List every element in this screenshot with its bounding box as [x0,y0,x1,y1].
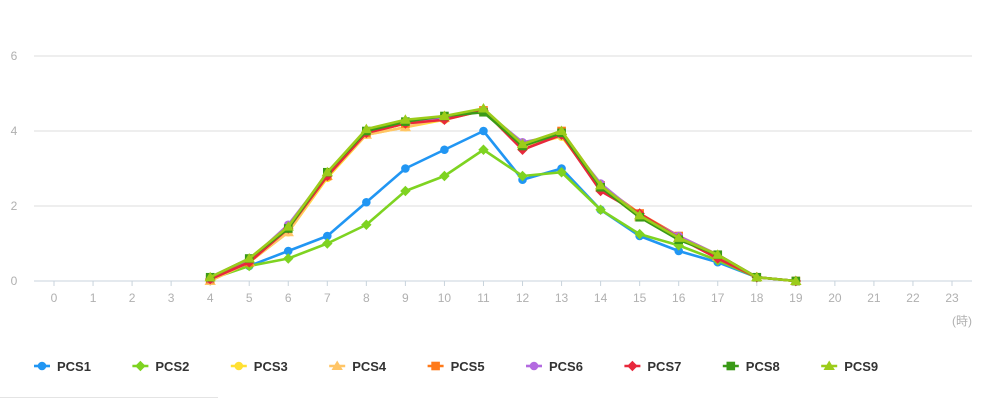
data-point [712,249,724,259]
data-point [400,185,411,197]
data-point [478,144,489,155]
series-line [208,107,798,283]
legend-marker [37,361,47,371]
legend-label: PCS6 [549,359,583,374]
data-point [321,166,333,177]
data-point [438,110,451,120]
x-tick-label: 16 [672,291,686,305]
x-axis-unit: (時) [952,314,972,328]
data-point [517,170,528,182]
legend-item-pcs7[interactable]: PCS7 [624,359,681,374]
legend-label: PCS1 [57,359,91,374]
legend-marker [529,361,539,371]
series-group [204,103,802,287]
x-tick-label: 13 [555,291,569,305]
legend-item-pcs6[interactable]: PCS6 [526,359,583,374]
data-point [595,204,606,215]
data-point [516,138,529,149]
data-point [283,253,294,264]
x-tick-label: 10 [438,291,452,305]
legend-marker [431,361,440,371]
x-tick-label: 9 [402,291,409,305]
y-tick-label: 6 [11,49,18,63]
data-point [361,219,372,230]
data-point [556,167,567,178]
legend-marker [234,361,244,371]
y-tick-label: 0 [11,274,18,288]
data-point [440,145,449,155]
data-point [673,232,685,242]
legend-label: PCS9 [844,359,878,374]
legend-label: PCS7 [647,359,681,374]
x-tick-label: 15 [633,291,647,305]
x-tick-label: 19 [789,291,803,305]
legend-marker [627,360,638,372]
legend-item-pcs3[interactable]: PCS3 [230,359,288,374]
legend-label: PCS4 [352,359,387,374]
data-point [439,170,450,182]
x-tick-label: 11 [477,291,490,305]
data-point [633,209,646,220]
legend-label: PCS5 [451,359,485,374]
x-tick-label: 22 [906,291,920,305]
data-point [399,114,412,124]
x-tick-label: 12 [516,291,530,305]
legend-item-pcs1[interactable]: PCS1 [34,359,91,374]
x-tick-label: 20 [828,291,842,305]
legend-label: PCS2 [155,359,189,374]
data-point [362,197,371,207]
y-tick-label: 4 [11,124,18,138]
x-tick-label: 8 [363,291,370,305]
x-tick-label: 18 [750,291,764,305]
legend-marker [823,360,835,370]
legend-item-pcs8[interactable]: PCS8 [722,359,780,374]
legend-marker [331,360,343,370]
data-point [401,164,410,173]
data-point [360,123,373,134]
legend-marker [726,361,736,371]
x-tick-label: 4 [207,291,214,305]
x-tick-label: 14 [594,291,608,305]
x-tick-label: 2 [129,291,136,305]
legend-marker [135,360,146,372]
x-tick-label: 21 [867,291,881,305]
y-tick-label: 2 [11,199,18,213]
series-pcs9[interactable] [204,103,802,285]
x-tick-label: 7 [324,291,331,305]
legend-item-pcs9[interactable]: PCS9 [821,359,878,374]
x-tick-label: 0 [51,291,58,305]
x-tick-label: 23 [945,291,959,305]
legend-label: PCS3 [254,359,288,374]
data-point [790,275,802,285]
data-point [477,103,490,113]
data-point [243,253,255,263]
series-line [208,148,798,283]
data-point [594,179,607,190]
data-point [282,221,294,231]
grid-lines [34,55,972,282]
data-point [751,271,763,282]
x-tick-label: 3 [168,291,175,305]
data-point [322,238,333,249]
legend-item-pcs5[interactable]: PCS5 [427,359,485,374]
x-tick-label: 5 [246,291,253,305]
series-line [208,129,798,283]
legend-item-pcs2[interactable]: PCS2 [132,359,189,374]
x-tick-label: 17 [711,291,725,305]
legend-label: PCS8 [746,359,780,374]
data-point [634,228,645,240]
x-tick-label: 6 [285,291,292,305]
x-tick-label: 1 [90,291,97,305]
bottom-divider [0,397,218,398]
data-point [204,271,216,282]
data-point [555,125,568,135]
data-point [479,126,488,136]
legend[interactable]: PCS1 PCS2 PCS3 PCS4 PCS5 PCS6 PCS7 PCS8 PCS9 [34,359,878,374]
legend-item-pcs4[interactable]: PCS4 [329,359,387,374]
